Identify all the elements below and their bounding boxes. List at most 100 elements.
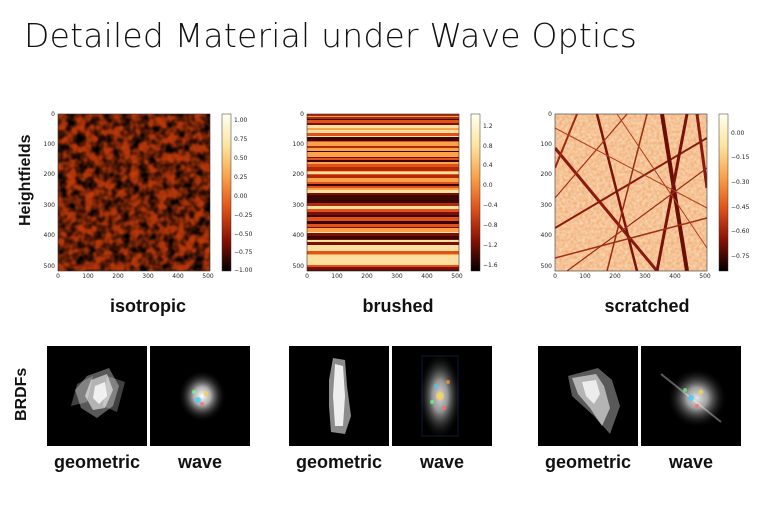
brushed-stripe [307,172,459,174]
brushed-stripe [307,133,459,136]
brushed-stripe [307,190,459,193]
colorbar-tick-label: 1.2 [483,123,493,130]
y-tick-label: 400 [293,232,305,239]
brushed-stripe [307,154,459,157]
colorbar-tick-label: −0.75 [234,249,253,256]
row-label-brdfs: BRDFs [13,367,30,421]
brushed-stripe [307,233,459,236]
y-tick-label: 200 [541,171,553,178]
brushed-stripe [307,267,459,268]
x-tick-label: 100 [579,273,591,280]
x-tick-label: 100 [82,273,94,280]
colorbar-tick-label: 0.4 [483,162,493,169]
brushed-stripe [307,178,459,182]
brdf-image-brushed-geometric [289,346,389,446]
x-tick-label: 0 [305,273,309,280]
brushed-stripe [307,215,459,217]
brushed-stripe [307,182,459,184]
brushed-stripe [307,259,459,260]
brushed-stripe [307,206,459,209]
colorbar-tick-label: −0.8 [483,222,498,229]
y-tick-label: 300 [293,202,305,209]
colorbar-tick-label: 1.00 [234,117,248,124]
heightfield-caption-brushed: brushed [362,296,434,316]
brushed-stripe [307,218,459,221]
y-tick-label: 200 [44,171,56,178]
brushed-stripe [307,203,459,206]
brushed-stripe [307,268,459,270]
x-tick-label: 300 [142,273,154,280]
colorbar-tick-label: 0.00 [731,130,745,137]
brushed-stripe [307,142,459,146]
brushed-stripe [307,209,459,211]
y-tick-label: 100 [541,141,553,148]
brushed-stripe [307,125,459,128]
brushed-stripe [307,221,459,222]
brushed-stripe [307,151,459,152]
brushed-stripe [307,167,459,171]
brushed-stripe [307,255,459,259]
brushed-stripe [307,188,459,190]
brushed-stripes [307,114,459,271]
colorbar-tick-label: −0.75 [731,253,750,260]
brushed-stripe [307,199,459,203]
x-tick-label: 200 [361,273,373,280]
brdf-label-isotropic-wave: wave [177,452,223,472]
brdf-image-scratched-wave [641,346,741,446]
brushed-stripe [307,263,459,265]
colorbar-tick-label: 0.50 [234,155,248,162]
heightfield-caption-isotropic: isotropic [109,296,186,316]
brushed-stripe [307,186,459,188]
brushed-stripe [307,265,459,267]
brushed-stripe [307,148,459,151]
y-tick-label: 500 [541,263,553,270]
brushed-stripe [307,242,459,245]
scratch-lines [555,114,707,271]
y-tick-label: 300 [44,202,56,209]
slide-title: Detailed Material under Wave Optics [24,16,638,55]
brushed-stripe [307,175,459,178]
brushed-stripe [307,228,459,232]
colorbar-tick-label: −0.50 [234,231,253,238]
brushed-stripe [307,193,459,195]
x-tick-label: 100 [331,273,343,280]
brushed-stripe [307,120,459,123]
brushed-stripe [307,160,459,161]
brushed-stripe [307,217,459,218]
y-tick-label: 0 [51,111,55,118]
brushed-stripe [307,174,459,175]
x-tick-label: 400 [421,273,433,280]
heightfield-plot-brushed: 0 100 200 300 400 500 0 100 200 300 400 … [293,111,498,280]
y-tick-label: 100 [44,141,56,148]
brushed-stripe [307,171,459,172]
brushed-stripe [307,114,459,116]
x-tick-label: 400 [669,273,681,280]
y-tick-label: 400 [541,232,553,239]
x-tick-label: 400 [172,273,184,280]
heightfield-plot-scratched: 0 100 200 300 400 500 0 100 200 300 400 … [541,111,750,280]
brushed-stripe [307,195,459,199]
colorbar-tick-label: −0.4 [483,202,498,209]
x-tick-label: 500 [202,273,214,280]
brdf-image-isotropic-wave [150,346,250,446]
brushed-stripe [307,162,459,164]
colorbar-tick-label: 0.00 [234,193,248,200]
brushed-stripe [307,253,459,254]
x-tick-label: 300 [391,273,403,280]
x-tick-label: 200 [112,273,124,280]
brushed-stripe [307,128,459,130]
brdf-label-scratched-wave: wave [668,452,714,472]
brushed-stripe [307,211,459,212]
brushed-stripe [307,239,459,240]
y-tick-label: 400 [44,232,56,239]
y-tick-label: 500 [44,263,56,270]
y-tick-label: 0 [548,111,552,118]
y-tick-label: 500 [293,263,305,270]
brushed-stripe [307,224,459,227]
brdf-image-isotropic-geometric [47,346,147,446]
x-tick-label: 0 [56,273,60,280]
colorbar-tick-label: 0.8 [483,143,493,150]
brushed-stripe [307,222,459,224]
brushed-stripe [307,232,459,233]
row-label-heightfields: Heightfields [17,134,34,226]
